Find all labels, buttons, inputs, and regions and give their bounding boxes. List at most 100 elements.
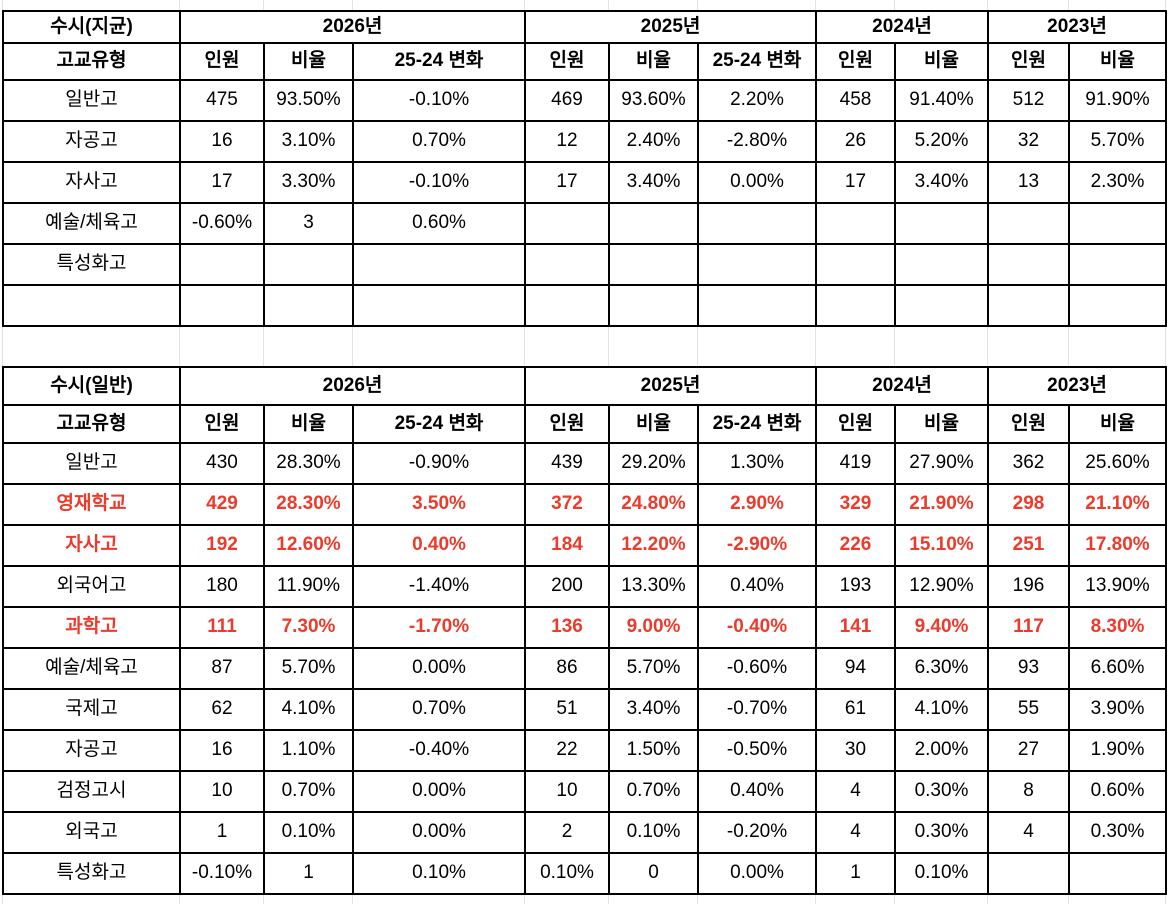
data-cell[interactable]: 0.70% (608, 770, 699, 813)
data-cell[interactable]: 62 (179, 688, 265, 731)
data-cell[interactable] (524, 284, 610, 327)
row-label-cell[interactable]: 일반고 (2, 79, 181, 122)
data-cell[interactable]: 0.10% (524, 852, 610, 895)
year-header-cell[interactable]: 2024년 (815, 366, 989, 406)
data-cell[interactable]: 5.70% (608, 647, 699, 690)
data-cell[interactable]: 251 (987, 524, 1070, 567)
data-cell[interactable]: 17.80% (1068, 524, 1167, 567)
data-cell[interactable]: 24.80% (608, 483, 699, 526)
column-header-cell[interactable]: 비율 (263, 404, 354, 444)
column-header-cell[interactable]: 비율 (894, 404, 989, 444)
data-cell[interactable]: 111 (179, 606, 265, 649)
data-cell[interactable]: -2.90% (697, 524, 817, 567)
row-label-cell[interactable]: 과학고 (2, 606, 181, 649)
row-label-cell[interactable]: 자사고 (2, 161, 181, 204)
column-header-cell[interactable]: 25-24 변화 (352, 42, 526, 81)
data-cell[interactable]: 26 (815, 120, 896, 163)
data-cell[interactable]: 16 (179, 120, 265, 163)
row-label-cell[interactable]: 국제고 (2, 688, 181, 731)
data-cell[interactable]: 136 (524, 606, 610, 649)
data-cell[interactable]: 0.00% (697, 852, 817, 895)
data-cell[interactable]: 0.60% (352, 202, 526, 245)
column-header-cell[interactable]: 비율 (894, 42, 989, 81)
data-cell[interactable]: 329 (815, 483, 896, 526)
data-cell[interactable]: 298 (987, 483, 1070, 526)
data-cell[interactable]: 2.00% (894, 729, 989, 772)
data-cell[interactable]: 0.70% (352, 120, 526, 163)
column-header-cell[interactable]: 인원 (179, 42, 265, 81)
data-cell[interactable] (894, 284, 989, 327)
data-cell[interactable]: 458 (815, 79, 896, 122)
column-header-cell[interactable]: 인원 (987, 42, 1070, 81)
data-cell[interactable] (263, 243, 354, 286)
data-cell[interactable]: 12.90% (894, 565, 989, 608)
data-cell[interactable]: 94 (815, 647, 896, 690)
data-cell[interactable] (987, 243, 1070, 286)
data-cell[interactable]: 196 (987, 565, 1070, 608)
data-cell[interactable]: 13 (987, 161, 1070, 204)
data-cell[interactable]: 1 (263, 852, 354, 895)
data-cell[interactable]: 3.50% (352, 483, 526, 526)
data-cell[interactable] (815, 243, 896, 286)
data-cell[interactable] (263, 284, 354, 327)
data-cell[interactable]: 4.10% (263, 688, 354, 731)
data-cell[interactable]: 5.20% (894, 120, 989, 163)
data-cell[interactable]: 0.10% (894, 852, 989, 895)
data-cell[interactable]: 15.10% (894, 524, 989, 567)
data-cell[interactable] (352, 284, 526, 327)
data-cell[interactable] (179, 243, 265, 286)
data-cell[interactable] (815, 284, 896, 327)
data-cell[interactable]: 2 (524, 811, 610, 854)
row-label-cell[interactable]: 자공고 (2, 729, 181, 772)
data-cell[interactable] (608, 284, 699, 327)
data-cell[interactable]: 28.30% (263, 442, 354, 485)
data-cell[interactable]: 12.20% (608, 524, 699, 567)
data-cell[interactable]: 3.40% (894, 161, 989, 204)
year-header-cell[interactable]: 2025년 (524, 366, 817, 406)
column-header-cell[interactable]: 25-24 변화 (352, 404, 526, 444)
data-cell[interactable] (697, 202, 817, 245)
data-cell[interactable]: 0.00% (352, 647, 526, 690)
data-cell[interactable]: 193 (815, 565, 896, 608)
year-header-cell[interactable]: 2024년 (815, 10, 989, 44)
data-cell[interactable]: 2.30% (1068, 161, 1167, 204)
data-cell[interactable]: 10 (524, 770, 610, 813)
data-cell[interactable]: -0.20% (697, 811, 817, 854)
column-header-cell[interactable]: 비율 (608, 404, 699, 444)
data-cell[interactable] (179, 284, 265, 327)
data-cell[interactable]: 512 (987, 79, 1070, 122)
row-label-cell[interactable]: 특성화고 (2, 852, 181, 895)
data-cell[interactable]: 372 (524, 483, 610, 526)
column-header-cell[interactable]: 25-24 변화 (697, 42, 817, 81)
data-cell[interactable]: 1.50% (608, 729, 699, 772)
data-cell[interactable]: 93.50% (263, 79, 354, 122)
data-cell[interactable] (697, 243, 817, 286)
data-cell[interactable]: 30 (815, 729, 896, 772)
data-cell[interactable]: 0.30% (894, 811, 989, 854)
data-cell[interactable]: -0.60% (179, 202, 265, 245)
data-cell[interactable]: -0.60% (697, 647, 817, 690)
data-cell[interactable]: 4 (987, 811, 1070, 854)
data-cell[interactable]: -0.10% (352, 79, 526, 122)
data-cell[interactable] (1068, 243, 1167, 286)
data-cell[interactable]: 0.60% (1068, 770, 1167, 813)
data-cell[interactable]: 9.40% (894, 606, 989, 649)
column-header-cell[interactable]: 비율 (1068, 404, 1167, 444)
data-cell[interactable]: 93.60% (608, 79, 699, 122)
data-cell[interactable]: 0.00% (352, 811, 526, 854)
data-cell[interactable]: 6.60% (1068, 647, 1167, 690)
data-cell[interactable] (987, 202, 1070, 245)
data-cell[interactable]: 4.10% (894, 688, 989, 731)
data-cell[interactable]: 117 (987, 606, 1070, 649)
data-cell[interactable]: 469 (524, 79, 610, 122)
data-cell[interactable]: 10 (179, 770, 265, 813)
year-header-cell[interactable]: 2025년 (524, 10, 817, 44)
column-header-cell[interactable]: 인원 (179, 404, 265, 444)
data-cell[interactable]: -0.90% (352, 442, 526, 485)
data-cell[interactable]: 17 (179, 161, 265, 204)
data-cell[interactable]: 61 (815, 688, 896, 731)
year-header-cell[interactable]: 2026년 (179, 10, 526, 44)
data-cell[interactable]: 8.30% (1068, 606, 1167, 649)
data-cell[interactable]: 0.70% (352, 688, 526, 731)
data-cell[interactable]: 439 (524, 442, 610, 485)
